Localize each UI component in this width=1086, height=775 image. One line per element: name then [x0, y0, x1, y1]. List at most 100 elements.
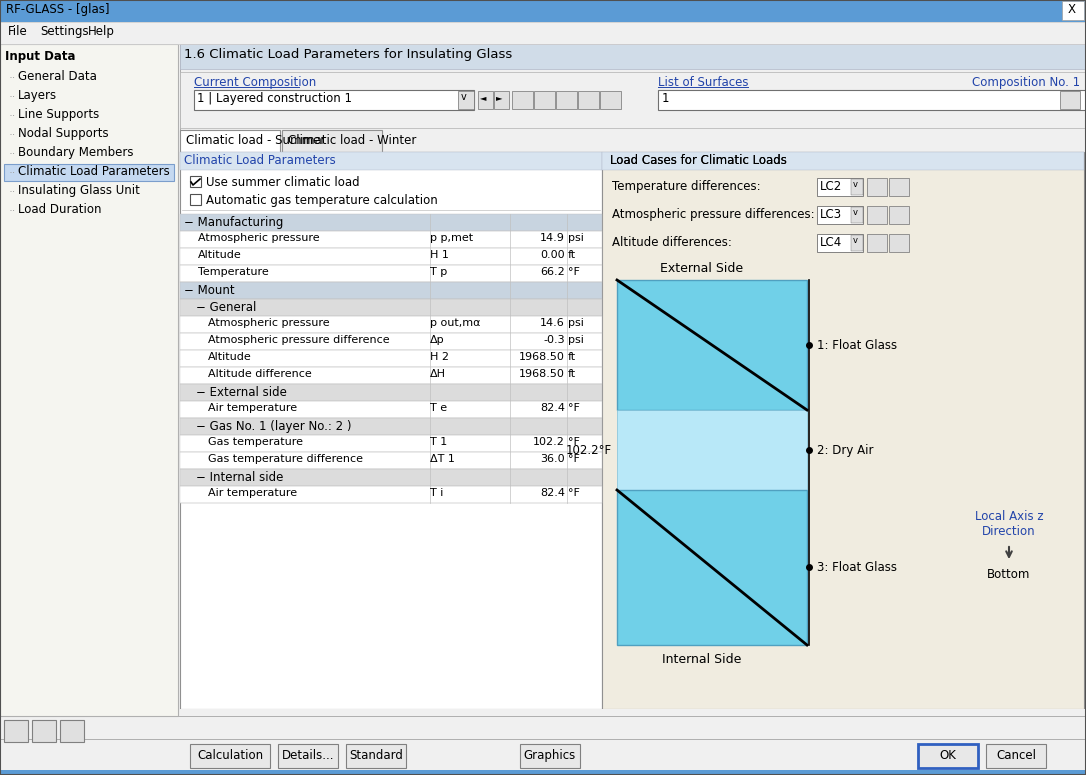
Bar	[180, 214, 602, 231]
Text: H 1: H 1	[430, 250, 449, 260]
Text: v: v	[853, 236, 858, 245]
Text: Gas temperature: Gas temperature	[209, 437, 303, 447]
Text: − Internal side: − Internal side	[195, 471, 283, 484]
Text: T p: T p	[430, 267, 447, 277]
Text: List of Surfaces: List of Surfaces	[658, 76, 748, 89]
Text: Altitude differences:: Altitude differences:	[613, 236, 732, 249]
Text: 1968.50: 1968.50	[519, 352, 565, 362]
Bar	[0, 740, 1086, 775]
Text: Cancel: Cancel	[996, 749, 1036, 762]
Text: 1: 1	[662, 92, 669, 105]
Text: H 2: H 2	[430, 352, 449, 362]
Text: ft: ft	[568, 250, 577, 260]
Text: LC2: LC2	[820, 180, 843, 193]
Bar	[534, 91, 555, 109]
Bar	[512, 91, 533, 109]
Text: 36.0: 36.0	[541, 454, 565, 464]
Text: Calculation: Calculation	[197, 749, 263, 762]
Bar	[180, 384, 602, 401]
Text: RF-GLASS - [glas]: RF-GLASS - [glas]	[7, 3, 110, 16]
Bar	[180, 248, 602, 265]
Text: LC3: LC3	[820, 208, 842, 221]
Text: 82.4: 82.4	[540, 403, 565, 413]
Text: 1 | Layered construction 1: 1 | Layered construction 1	[197, 92, 352, 105]
Text: X: X	[1068, 3, 1076, 16]
Bar	[817, 178, 863, 196]
Bar	[180, 418, 602, 435]
Text: Line Supports: Line Supports	[18, 108, 99, 121]
Text: °F: °F	[568, 267, 580, 277]
Bar	[556, 91, 577, 109]
Text: Air temperature: Air temperature	[209, 488, 298, 498]
Bar	[494, 91, 509, 109]
Text: OK: OK	[939, 749, 957, 762]
Text: Altitude: Altitude	[209, 352, 252, 362]
Bar	[31, 720, 56, 742]
Bar	[282, 130, 382, 152]
Bar	[617, 410, 807, 490]
Text: p out,mα: p out,mα	[430, 318, 480, 328]
Text: °F: °F	[568, 454, 580, 464]
Bar	[60, 720, 84, 742]
Text: Climatic Load Parameters: Climatic Load Parameters	[184, 154, 336, 167]
Text: File: File	[8, 25, 28, 38]
Text: °F: °F	[568, 488, 580, 498]
Text: v: v	[460, 92, 467, 102]
Text: 14.9: 14.9	[540, 233, 565, 243]
Bar	[180, 130, 280, 152]
Text: Local Axis z
Direction: Local Axis z Direction	[975, 510, 1044, 538]
Text: psi: psi	[568, 233, 584, 243]
Bar	[0, 0, 1086, 22]
Text: v: v	[853, 208, 858, 217]
Text: − External side: − External side	[195, 386, 287, 399]
Text: Δp: Δp	[430, 335, 444, 345]
Text: Internal Side: Internal Side	[662, 653, 742, 666]
Bar	[180, 152, 602, 170]
Bar	[180, 401, 602, 418]
Bar	[180, 152, 602, 709]
Bar	[180, 709, 1086, 724]
Bar	[0, 44, 178, 716]
Bar	[889, 206, 909, 224]
Text: Load Cases for Climatic Loads: Load Cases for Climatic Loads	[610, 154, 787, 167]
Bar	[889, 178, 909, 196]
Text: Climatic load - Summer: Climatic load - Summer	[186, 134, 325, 147]
Text: Insulating Glass Unit: Insulating Glass Unit	[18, 184, 140, 197]
Text: Input Data: Input Data	[5, 50, 76, 63]
Bar	[180, 452, 602, 469]
Text: External Side: External Side	[660, 262, 744, 275]
Text: 0.00: 0.00	[541, 250, 565, 260]
Bar	[0, 716, 1086, 717]
Text: 1: Float Glass: 1: Float Glass	[817, 339, 897, 352]
Text: ΔH: ΔH	[430, 369, 446, 379]
Text: Temperature: Temperature	[198, 267, 268, 277]
Text: T e: T e	[430, 403, 447, 413]
Text: 102.2: 102.2	[533, 437, 565, 447]
Bar	[180, 72, 1086, 128]
Bar	[346, 744, 406, 768]
Bar	[1062, 1, 1084, 20]
Bar	[817, 206, 863, 224]
Text: 82.4: 82.4	[540, 488, 565, 498]
Bar	[0, 716, 1086, 775]
Bar	[4, 720, 28, 742]
Text: ft: ft	[568, 369, 577, 379]
Bar	[180, 44, 1086, 69]
Text: 1.6 Climatic Load Parameters for Insulating Glass: 1.6 Climatic Load Parameters for Insulat…	[184, 48, 513, 61]
Text: Air temperature: Air temperature	[209, 403, 298, 413]
Text: General Data: General Data	[18, 70, 97, 83]
Text: Details...: Details...	[281, 749, 334, 762]
Bar	[986, 744, 1046, 768]
Bar	[180, 265, 602, 282]
Bar	[180, 367, 602, 384]
Bar	[817, 234, 863, 252]
Bar	[602, 152, 1084, 170]
Bar	[602, 152, 1084, 709]
Bar	[0, 739, 1086, 740]
Text: Climatic load - Winter: Climatic load - Winter	[288, 134, 416, 147]
Bar	[851, 207, 863, 223]
Text: 1968.50: 1968.50	[519, 369, 565, 379]
Text: ΔT 1: ΔT 1	[430, 454, 455, 464]
Text: Graphics: Graphics	[523, 749, 577, 762]
Text: Standard: Standard	[349, 749, 403, 762]
